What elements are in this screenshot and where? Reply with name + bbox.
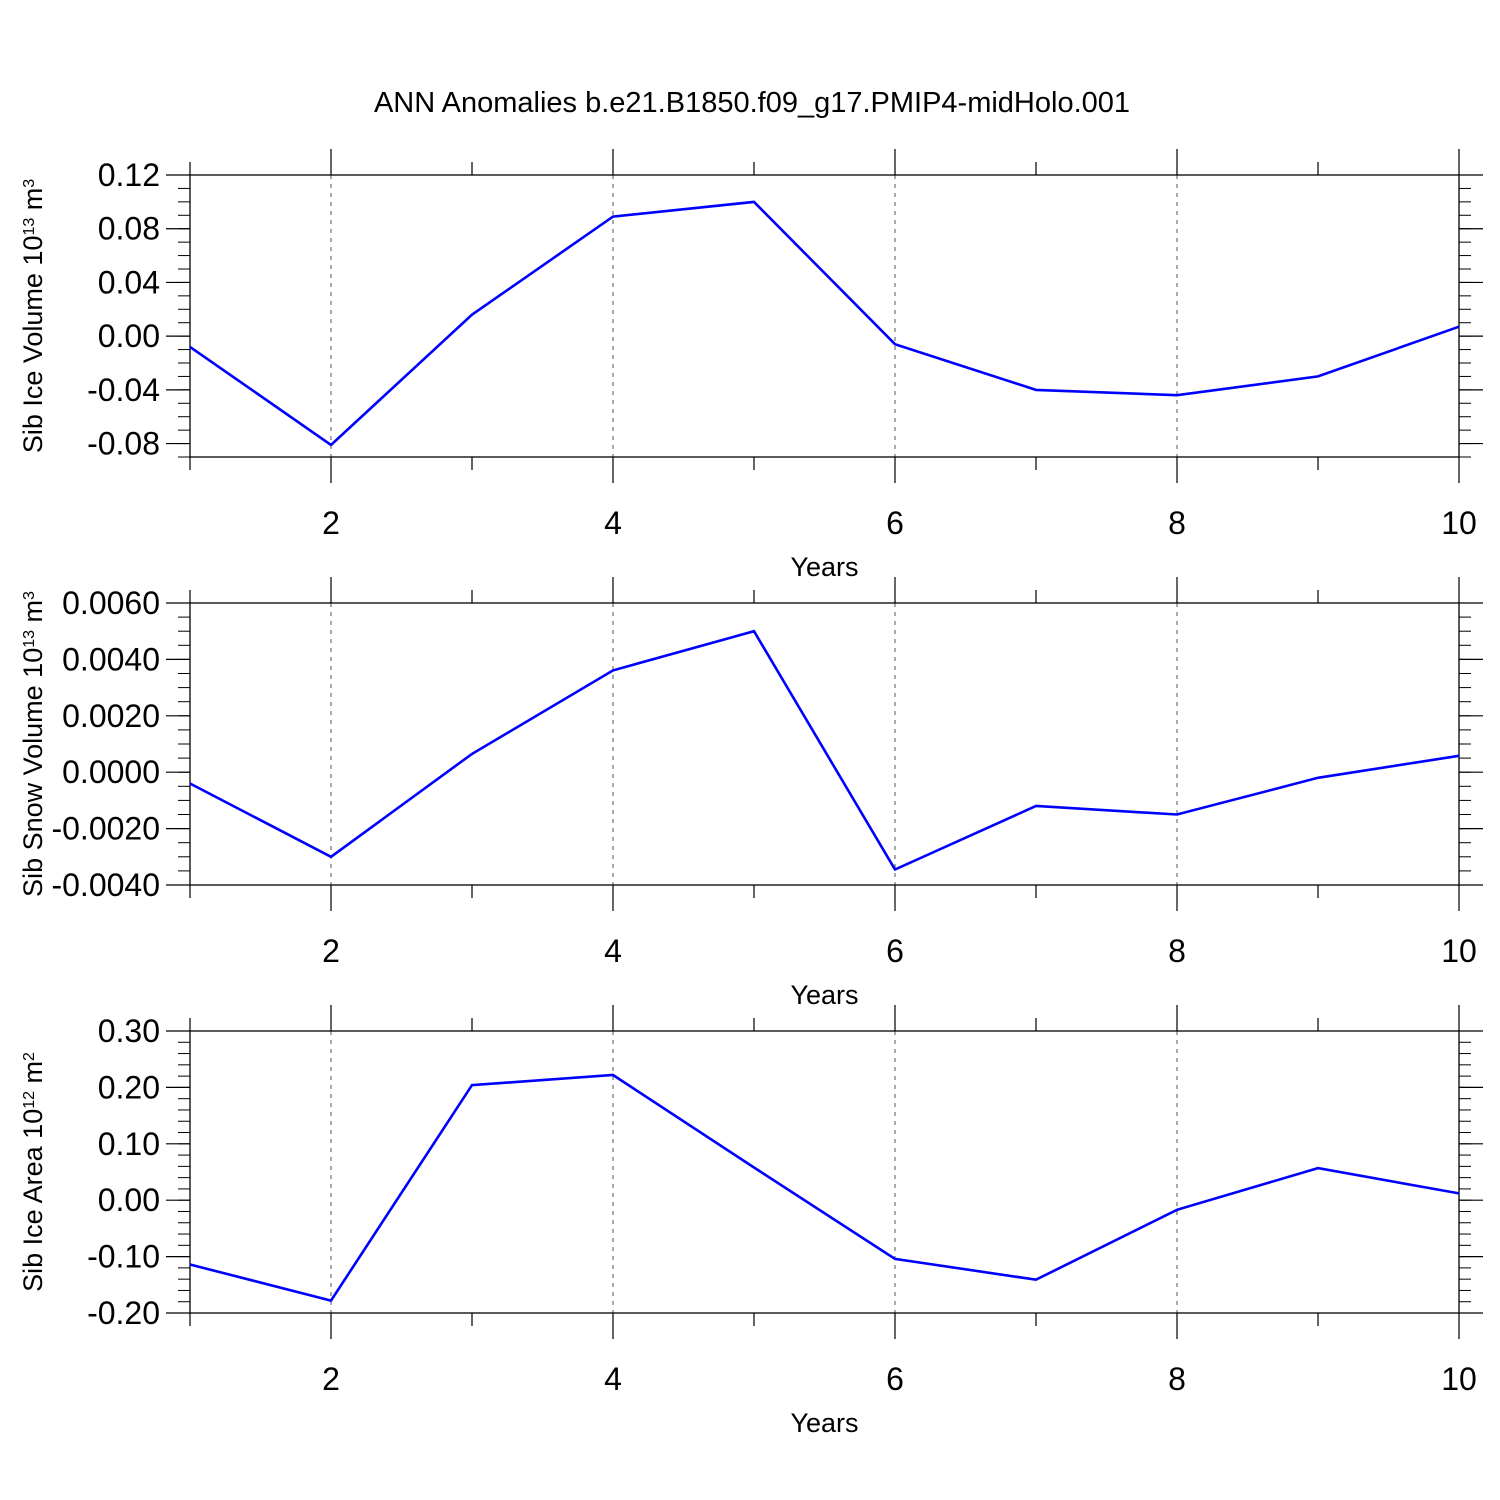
series-line — [189, 629, 1460, 872]
y-axis-label-part: m — [18, 600, 48, 630]
y-tick-label: -0.0020 — [51, 811, 160, 847]
y-axis-label-part: Sib Snow Volume 10 — [18, 648, 48, 897]
y-tick-label: 0.20 — [98, 1069, 160, 1105]
x-tick-label: 10 — [1441, 933, 1477, 969]
panel-1: 0.12 0.08 0.04 0.00 -0.04 -0.08 2 4 6 8 10 Years Sib… — [18, 149, 1483, 582]
x-tick-label: 8 — [1168, 505, 1186, 541]
y-tick-label: 0.08 — [98, 211, 160, 247]
x-axis-label: Years — [790, 980, 858, 1010]
y-tick-label: -0.08 — [87, 426, 160, 462]
x-tick-label: 10 — [1441, 1361, 1477, 1397]
y-axis-label: Sib Snow Volume 1013 m3 — [18, 591, 48, 897]
y-axis-label-superscript: 12 — [21, 1091, 38, 1109]
x-tick-label: 8 — [1168, 933, 1186, 969]
plot-frame — [189, 602, 1460, 886]
x-tick-label: 4 — [604, 933, 622, 969]
y-tick-label: 0.00 — [98, 318, 160, 354]
y-axis-label-superscript: 3 — [21, 179, 38, 188]
panel-2: 0.0060 0.0040 0.0020 0.0000 -0.0020 -0.0040 2 4… — [18, 577, 1483, 1010]
y-tick-label: -0.10 — [87, 1239, 160, 1275]
y-tick-label: -0.20 — [87, 1295, 160, 1331]
x-tick-label: 10 — [1441, 505, 1477, 541]
y-axis-label-superscript: 2 — [21, 1052, 38, 1061]
x-tick-label: 2 — [322, 933, 340, 969]
x-tick-label: 6 — [886, 505, 904, 541]
series-line — [189, 200, 1460, 447]
plot-frame — [189, 174, 1460, 458]
y-tick-label: 0.04 — [98, 264, 160, 300]
x-axis-label: Years — [790, 1408, 858, 1438]
y-tick-label: -0.04 — [87, 372, 160, 408]
y-axis-label-superscript: 3 — [21, 591, 38, 600]
panels: 0.12 0.08 0.04 0.00 -0.04 -0.08 2 4 6 8 10 Years Sib… — [18, 149, 1483, 1438]
y-tick-label: 0.10 — [98, 1126, 160, 1162]
y-tick-label: 0.0060 — [62, 585, 160, 621]
series-line — [189, 1073, 1460, 1303]
x-tick-label: 2 — [322, 505, 340, 541]
x-tick-label: 2 — [322, 1361, 340, 1397]
y-axis-label: Sib Ice Area 1012 m2 — [18, 1052, 48, 1292]
plot-frame — [189, 1030, 1460, 1314]
y-axis-label-part: m — [18, 188, 48, 218]
y-tick-label: 0.00 — [98, 1182, 160, 1218]
y-tick-label: 0.30 — [98, 1013, 160, 1049]
panel-3: 0.30 0.20 0.10 0.00 -0.10 -0.20 2 4 6 8 10 Years Sib… — [18, 1005, 1483, 1438]
y-axis-label: Sib Ice Volume 1013 m3 — [18, 179, 48, 453]
y-axis-label-part: Sib Ice Area 10 — [18, 1109, 48, 1292]
y-axis-label-part: m — [18, 1061, 48, 1091]
y-axis-label-superscript: 13 — [21, 630, 38, 648]
y-tick-label: 0.0040 — [62, 641, 160, 677]
y-tick-label: 0.0020 — [62, 698, 160, 734]
x-tick-label: 4 — [604, 1361, 622, 1397]
y-axis-label-superscript: 13 — [21, 218, 38, 236]
x-tick-label: 6 — [886, 1361, 904, 1397]
y-axis-label-part: Sib Ice Volume 10 — [18, 236, 48, 454]
chart-title: ANN Anomalies b.e21.B1850.f09_g17.PMIP4-… — [374, 87, 1130, 119]
y-tick-label: 0.12 — [98, 157, 160, 193]
y-tick-label: -0.0040 — [51, 867, 160, 903]
y-tick-label: 0.0000 — [62, 754, 160, 790]
x-tick-label: 6 — [886, 933, 904, 969]
x-tick-label: 8 — [1168, 1361, 1186, 1397]
x-axis-label: Years — [790, 552, 858, 582]
x-tick-label: 4 — [604, 505, 622, 541]
